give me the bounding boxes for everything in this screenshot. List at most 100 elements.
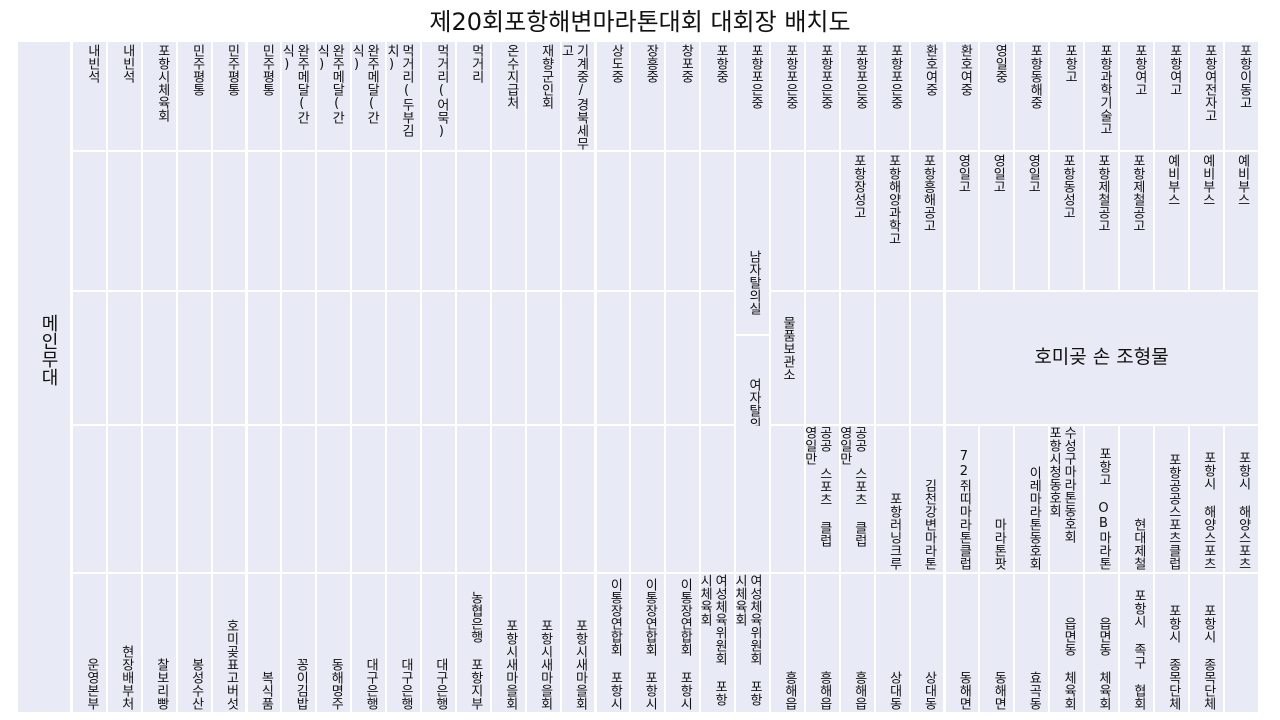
booth-row2-label: 예비부스 (1199, 154, 1215, 206)
booth-row2-0 (73, 152, 106, 290)
booth-bottom-label: 봉성수산 (188, 658, 204, 710)
booth-top-label: 민주평통 (224, 44, 240, 96)
booth-top-label: 포항여고 (1131, 44, 1147, 96)
booth-top-label: 포항고 (1062, 44, 1078, 83)
storage-label: 물품보관소 (780, 316, 795, 381)
booth-bottom-label: 포항시새마을회 (502, 619, 518, 710)
booth-row4-30: 현대제철 (1120, 426, 1153, 572)
booth-bottom-5: 복식품 (247, 574, 281, 712)
booth-top-25: 환호여중 (945, 42, 979, 150)
booth-top-17: 창포중 (666, 42, 700, 150)
area-row3-7 (317, 292, 351, 424)
booth-row2-label: 포항제철공고 (1094, 154, 1110, 232)
booth-bottom-label: 포항시새마을회 (572, 619, 588, 710)
booth-row2-26: 영일고 (980, 152, 1014, 290)
booth-bottom-30: 포항시 족구 협회 (1120, 574, 1153, 712)
booth-top-15: 상도중 (596, 42, 630, 150)
booth-top-label: 완주메달(간식) (317, 44, 345, 124)
booth-top-label: 포항포은중 (817, 44, 833, 109)
booth-row2-14 (561, 152, 595, 290)
booth-top-0: 내빈석 (73, 42, 106, 150)
booth-bottom-24: 상대동 (910, 574, 944, 712)
booth-bottom-label: 읍면동 체육회 (1095, 617, 1111, 710)
booth-bottom-11: 농협은행 포항지부 (456, 574, 490, 712)
main-stage-bottom (18, 574, 70, 712)
booth-bottom-label: 꽁이김밥 (293, 658, 309, 710)
booth-top-label: 포항여고 (1166, 44, 1182, 96)
sculpture-label: 호미곶 손 조형물 (1034, 346, 1169, 368)
area-row3-6 (282, 292, 316, 424)
booth-row4-21: 공공 스포츠 클럽 영일만 (805, 426, 839, 572)
booth-row4-0 (73, 426, 106, 572)
area-row3-23 (875, 292, 909, 424)
booth-bottom-3: 봉성수산 (177, 574, 211, 712)
booth-row2-23: 포항해양과학고 (875, 152, 909, 290)
booth-row4-6 (282, 426, 316, 572)
booth-bottom-label: 복식품 (258, 671, 274, 710)
area-row3-22 (840, 292, 874, 424)
area-row3-20 (771, 292, 804, 424)
booth-row2-label: 포항동성고 (1060, 154, 1076, 219)
area-row3-9 (387, 292, 420, 424)
booth-top-28: 포항고 (1050, 42, 1084, 150)
booth-row4-23: 포항러닝크루 (875, 426, 909, 572)
area-row3-10 (422, 292, 455, 424)
booth-top-label: 완주메달(간식) (282, 44, 310, 124)
booth-row4-9 (387, 426, 420, 572)
booth-bottom-label: 대구은행 (363, 658, 379, 710)
booth-row4-1 (107, 426, 141, 572)
booth-top-label: 포항시체육회 (154, 44, 170, 122)
booth-top-22: 포항포은중 (840, 42, 874, 150)
booth-top-26: 영일중 (980, 42, 1014, 150)
booth-top-label: 영일중 (992, 44, 1008, 83)
booth-top-21: 포항포은중 (805, 42, 839, 150)
area-row3-3 (177, 292, 211, 424)
booth-row4-label: 포항러닝크루 (886, 492, 902, 570)
booth-row4-label: 포항공공스포츠클럽 (1165, 453, 1181, 570)
booth-bottom-label: 이통장연합회 포항시 (607, 578, 623, 710)
booth-top-label: 포항여전자고 (1201, 44, 1217, 122)
booth-bottom-label: 호미곶표고버섯 (223, 619, 239, 710)
booth-row2-31: 예비부스 (1154, 152, 1188, 290)
area-row3-11 (456, 292, 490, 424)
booth-bottom-21: 흥해읍 (805, 574, 839, 712)
locker-male-label: 남자탈의실 (745, 250, 761, 315)
booth-bottom-9: 대구은행 (387, 574, 420, 712)
area-row3-18 (701, 292, 735, 424)
booth-top-label: 포항포은중 (887, 44, 903, 109)
booth-bottom-25: 동해면 (945, 574, 979, 712)
booth-bottom-label: 동해명주 (328, 658, 344, 710)
booth-bottom-22: 흥해읍 (840, 574, 874, 712)
booth-row2-8 (352, 152, 386, 290)
booth-bottom-0: 운영본부 (73, 574, 106, 712)
booth-row2-7 (317, 152, 351, 290)
booth-top-31: 포항여고 (1154, 42, 1188, 150)
booth-row4-12 (491, 426, 525, 572)
booth-bottom-label: 포항시새마을회 (537, 619, 553, 710)
booth-top-label: 내빈석 (119, 44, 135, 83)
booth-row2-3 (177, 152, 211, 290)
booth-row4-32: 포항시 해양스포츠 (1189, 426, 1223, 572)
booth-bottom-6: 꽁이김밥 (282, 574, 316, 712)
booth-top-13: 재향군인회 (526, 42, 560, 150)
booth-bottom-1: 현장배부처 (107, 574, 141, 712)
booth-top-label: 완주메달(간식) (352, 44, 380, 124)
booth-row2-11 (456, 152, 490, 290)
booth-top-29: 포항과학기술고 (1085, 42, 1118, 150)
booth-row2-label: 예비부스 (1164, 154, 1180, 206)
booth-row4-label: 공공 스포츠 클럽 영일만 (805, 426, 832, 547)
booth-row2-label: 포항해양과학고 (885, 154, 901, 245)
booth-row4-label: 공공 스포츠 클럽 영일만 (840, 426, 867, 547)
booth-top-label: 내빈석 (84, 44, 100, 83)
booth-top-label: 창포중 (678, 44, 694, 83)
booth-top-10: 먹거리(어묵) (422, 42, 455, 150)
booth-top-label: 민주평통 (259, 44, 275, 96)
booth-bottom-10: 대구은행 (422, 574, 455, 712)
main-stage-area: 메인무대 (18, 152, 70, 572)
booth-top-12: 온수지급처 (491, 42, 525, 150)
booth-row2-17 (666, 152, 700, 290)
booth-row2-1 (107, 152, 141, 290)
booth-top-label: 환호여중 (957, 44, 973, 96)
booth-row4-label: 마라톤팟 (991, 518, 1007, 570)
